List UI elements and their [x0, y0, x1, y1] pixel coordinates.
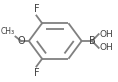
- Text: CH₃: CH₃: [1, 27, 15, 36]
- Text: O: O: [17, 36, 25, 46]
- Text: B: B: [89, 36, 95, 46]
- Text: OH: OH: [99, 30, 113, 39]
- Text: F: F: [34, 68, 39, 78]
- Text: F: F: [34, 4, 39, 14]
- Text: OH: OH: [99, 43, 113, 52]
